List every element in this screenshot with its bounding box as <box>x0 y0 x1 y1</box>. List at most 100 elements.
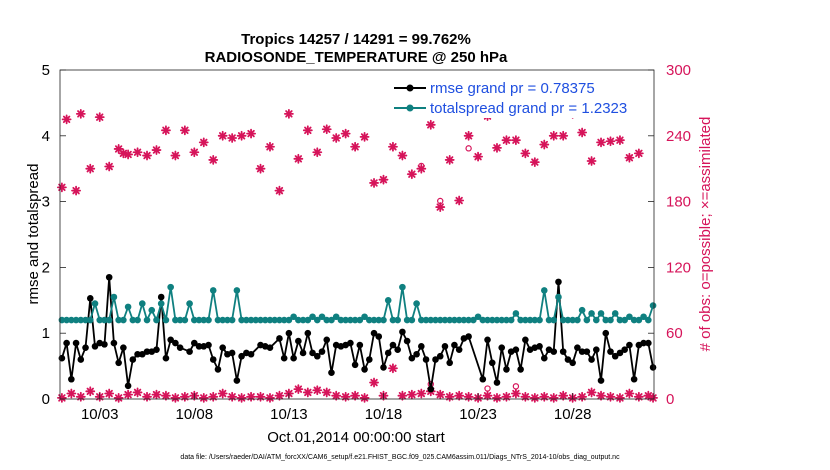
obs-bottom-marker-37-stroke-3 <box>408 390 416 399</box>
right-tick-label-1: 60 <box>666 325 683 342</box>
spread-point-76 <box>418 316 425 324</box>
spread-point-68 <box>380 316 387 324</box>
rmse-point-73 <box>418 343 425 350</box>
spread-point-14 <box>124 303 132 311</box>
spread-point-95 <box>507 316 515 324</box>
obs-bottom-marker-23-stroke-3 <box>275 392 284 400</box>
obs-assimilated-marker-38 <box>397 150 408 161</box>
obs-assimilated-marker-39 <box>406 169 417 180</box>
obs-assimilated-marker-17 <box>198 137 209 148</box>
obs-assimilated-marker-51-stroke-3 <box>521 149 530 158</box>
spread-point-54 <box>313 316 321 324</box>
obs-bottom-marker-36 <box>397 390 408 401</box>
rmse-point-22 <box>162 354 170 362</box>
obs-assimilated-marker-29-stroke-3 <box>313 148 321 156</box>
spread-point-58 <box>332 313 340 321</box>
spread-point-116 <box>607 316 614 324</box>
rmse-point-50 <box>309 349 316 357</box>
obs-assimilated-marker-63 <box>633 148 644 159</box>
obs-assimilated-marker-51 <box>520 148 531 159</box>
obs-bottom-marker-42-stroke-3 <box>455 392 463 400</box>
spread-point-101 <box>536 316 543 324</box>
obs-assimilated-marker-52-stroke-3 <box>531 158 539 166</box>
spread-point-48 <box>285 316 293 324</box>
spread-point-110 <box>578 306 586 314</box>
obs-assimilated-marker-25-stroke-3 <box>275 186 284 195</box>
obs-assimilated-marker-48 <box>492 142 502 153</box>
spread-point-93 <box>498 316 506 324</box>
obs-assimilated-marker-11-stroke-3 <box>143 151 151 160</box>
rmse-point-9 <box>101 341 108 348</box>
rmse-point-66 <box>384 349 392 357</box>
obs-assimilated-marker-32 <box>340 128 351 139</box>
spread-point-15 <box>129 316 137 324</box>
spread-point-79 <box>432 316 439 324</box>
obs-assimilated-marker-3-stroke-3 <box>77 110 85 118</box>
obs-bottom-marker-63-stroke-3 <box>649 394 657 402</box>
obs-assimilated-marker-53 <box>539 139 550 150</box>
obs-assimilated-marker-13 <box>161 125 171 136</box>
rmse-point-97 <box>540 354 548 362</box>
rmse-point-1 <box>63 339 70 347</box>
spread-point-64 <box>361 313 368 321</box>
spread-point-8 <box>96 316 104 324</box>
spread-point-28 <box>191 316 198 324</box>
spread-point-51 <box>299 316 307 324</box>
rmse-point-87 <box>493 379 501 386</box>
spread-point-78 <box>427 316 435 324</box>
spread-point-105 <box>555 293 562 301</box>
rmse-point-62 <box>365 356 373 363</box>
spread-point-84 <box>455 316 463 324</box>
spread-point-52 <box>304 316 312 324</box>
spread-point-96 <box>512 310 520 317</box>
spread-point-38 <box>238 316 245 324</box>
obs-bottom-marker-29-stroke-3 <box>332 392 340 400</box>
rmse-point-69 <box>399 328 406 336</box>
rmse-point-24 <box>172 339 179 347</box>
spread-point-100 <box>531 316 539 324</box>
obs-bottom-marker-0-stroke-3 <box>58 394 66 402</box>
spread-point-39 <box>243 316 250 324</box>
obs-bottom-marker-22 <box>265 393 275 403</box>
x-tick-label-5: 10/28 <box>554 406 592 423</box>
rmse-point-45 <box>285 329 293 337</box>
rmse-point-32 <box>214 366 222 373</box>
right-tick-label-0: 0 <box>666 391 674 408</box>
obs-assimilated-marker-11 <box>142 150 152 161</box>
spread-point-47 <box>280 316 288 324</box>
rmse-point-113 <box>616 349 624 357</box>
rmse-point-115 <box>626 341 633 349</box>
rmse-point-27 <box>191 339 198 347</box>
spread-point-36 <box>228 316 236 324</box>
obs-bottom-marker-31 <box>350 390 361 401</box>
spread-point-41 <box>252 316 260 324</box>
obs-assimilated-marker-46-stroke-3 <box>474 152 482 161</box>
spread-point-117 <box>611 310 619 317</box>
obs-assimilated-marker-30 <box>321 124 332 135</box>
rmse-point-72 <box>413 350 420 358</box>
spread-point-30 <box>200 316 208 324</box>
spread-point-77 <box>422 316 430 324</box>
obs-assimilated-marker-57 <box>577 127 588 138</box>
spread-point-34 <box>219 316 226 324</box>
obs-bottom-marker-1 <box>66 388 77 399</box>
obs-bottom-marker-50 <box>529 393 540 403</box>
obs-assimilated-marker-16-stroke-3 <box>190 148 199 156</box>
obs-assimilated-marker-36-stroke-3 <box>379 175 388 184</box>
spread-point-57 <box>328 316 335 324</box>
right-tick-label-5: 300 <box>666 62 691 79</box>
legend-spread-label: totalspread grand pr = 1.2323 <box>430 100 627 117</box>
rmse-point-74 <box>422 356 430 363</box>
spread-point-2 <box>68 316 75 324</box>
obs-bottom-marker-18 <box>227 391 238 402</box>
spread-point-17 <box>138 300 146 307</box>
spread-point-18 <box>143 316 151 324</box>
spread-point-102 <box>540 287 548 294</box>
spread-point-67 <box>375 316 383 324</box>
obs-bottom-marker-8 <box>132 387 143 398</box>
obs-bottom-marker-7 <box>123 389 134 400</box>
spread-point-21 <box>157 300 165 307</box>
spread-point-6 <box>86 316 94 324</box>
obs-bottom-marker-60 <box>624 388 635 399</box>
obs-assimilated-marker-43-stroke-3 <box>445 156 454 164</box>
